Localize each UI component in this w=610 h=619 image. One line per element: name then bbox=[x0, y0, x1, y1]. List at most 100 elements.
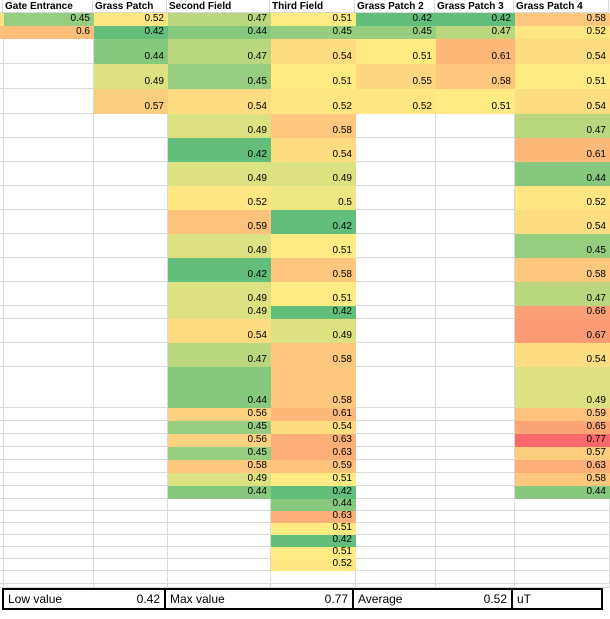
empty-cell[interactable] bbox=[168, 499, 271, 511]
empty-cell[interactable] bbox=[436, 523, 515, 535]
value-cell[interactable]: 0.42 bbox=[168, 258, 271, 282]
value-cell[interactable]: 0.58 bbox=[271, 367, 356, 408]
empty-cell[interactable] bbox=[4, 343, 94, 367]
value-cell[interactable]: 0.47 bbox=[168, 13, 271, 26]
empty-cell[interactable] bbox=[94, 162, 168, 186]
empty-cell[interactable] bbox=[515, 499, 610, 511]
empty-cell[interactable] bbox=[436, 162, 515, 186]
empty-cell[interactable] bbox=[4, 499, 94, 511]
empty-cell[interactable] bbox=[94, 367, 168, 408]
empty-cell[interactable] bbox=[4, 64, 94, 89]
value-cell[interactable]: 0.49 bbox=[271, 162, 356, 186]
value-cell[interactable]: 0.42 bbox=[271, 210, 356, 234]
value-cell[interactable]: 0.49 bbox=[168, 162, 271, 186]
empty-cell[interactable] bbox=[4, 584, 94, 588]
empty-cell[interactable] bbox=[4, 186, 94, 210]
column-header-D[interactable]: Third Field bbox=[270, 0, 355, 13]
empty-cell[interactable] bbox=[356, 138, 436, 162]
value-cell[interactable]: 0.42 bbox=[271, 486, 356, 499]
empty-cell[interactable] bbox=[4, 210, 94, 234]
empty-cell[interactable] bbox=[94, 447, 168, 460]
empty-cell[interactable] bbox=[436, 447, 515, 460]
value-cell[interactable]: 0.49 bbox=[168, 306, 271, 319]
empty-cell[interactable] bbox=[94, 523, 168, 535]
empty-cell[interactable] bbox=[4, 367, 94, 408]
empty-cell[interactable] bbox=[4, 571, 94, 584]
empty-cell[interactable] bbox=[356, 234, 436, 258]
value-cell[interactable]: 0.42 bbox=[271, 306, 356, 319]
empty-cell[interactable] bbox=[436, 343, 515, 367]
summary-box-max-value[interactable]: Max value 0.77 bbox=[166, 588, 354, 610]
empty-cell[interactable] bbox=[436, 138, 515, 162]
empty-cell[interactable] bbox=[436, 234, 515, 258]
column-header-B[interactable]: Grass Patch bbox=[93, 0, 167, 13]
empty-cell[interactable] bbox=[4, 473, 94, 486]
empty-cell[interactable] bbox=[436, 408, 515, 421]
empty-cell[interactable] bbox=[4, 162, 94, 186]
value-cell[interactable]: 0.47 bbox=[168, 39, 271, 64]
empty-cell[interactable] bbox=[515, 511, 610, 523]
empty-cell[interactable] bbox=[94, 319, 168, 343]
value-cell[interactable]: 0.42 bbox=[436, 13, 515, 26]
empty-cell[interactable] bbox=[436, 421, 515, 434]
value-cell[interactable]: 0.58 bbox=[515, 258, 610, 282]
value-cell[interactable]: 0.54 bbox=[515, 343, 610, 367]
empty-cell[interactable] bbox=[436, 559, 515, 571]
empty-cell[interactable] bbox=[356, 584, 436, 588]
empty-cell[interactable] bbox=[356, 460, 436, 473]
empty-cell[interactable] bbox=[436, 186, 515, 210]
empty-cell[interactable] bbox=[356, 434, 436, 447]
empty-cell[interactable] bbox=[94, 421, 168, 434]
value-cell[interactable]: 0.52 bbox=[168, 186, 271, 210]
empty-cell[interactable] bbox=[168, 547, 271, 559]
value-cell[interactable]: 0.63 bbox=[271, 434, 356, 447]
value-cell[interactable]: 0.44 bbox=[94, 39, 168, 64]
empty-cell[interactable] bbox=[94, 473, 168, 486]
value-cell[interactable]: 0.51 bbox=[271, 282, 356, 306]
empty-cell[interactable] bbox=[436, 367, 515, 408]
value-cell[interactable]: 0.57 bbox=[515, 447, 610, 460]
value-cell[interactable]: 0.56 bbox=[168, 434, 271, 447]
empty-cell[interactable] bbox=[4, 523, 94, 535]
empty-cell[interactable] bbox=[436, 306, 515, 319]
summary-box-low-value[interactable]: Low value 0.42 bbox=[2, 588, 166, 610]
empty-cell[interactable] bbox=[356, 343, 436, 367]
column-header-G[interactable]: Grass Patch 4 bbox=[514, 0, 609, 13]
empty-cell[interactable] bbox=[94, 511, 168, 523]
empty-cell[interactable] bbox=[4, 234, 94, 258]
empty-cell[interactable] bbox=[271, 571, 356, 584]
empty-cell[interactable] bbox=[94, 186, 168, 210]
empty-cell[interactable] bbox=[4, 535, 94, 547]
value-cell[interactable]: 0.54 bbox=[515, 89, 610, 114]
empty-cell[interactable] bbox=[356, 258, 436, 282]
value-cell[interactable]: 0.65 bbox=[515, 421, 610, 434]
empty-cell[interactable] bbox=[356, 282, 436, 306]
empty-cell[interactable] bbox=[436, 114, 515, 138]
value-cell[interactable]: 0.52 bbox=[515, 26, 610, 39]
value-cell[interactable]: 0.52 bbox=[356, 89, 436, 114]
empty-cell[interactable] bbox=[436, 535, 515, 547]
value-cell[interactable]: 0.52 bbox=[515, 186, 610, 210]
value-cell[interactable]: 0.52 bbox=[271, 89, 356, 114]
empty-cell[interactable] bbox=[4, 319, 94, 343]
empty-cell[interactable] bbox=[4, 447, 94, 460]
empty-cell[interactable] bbox=[356, 306, 436, 319]
empty-cell[interactable] bbox=[356, 186, 436, 210]
value-cell[interactable]: 0.42 bbox=[271, 535, 356, 547]
empty-cell[interactable] bbox=[168, 523, 271, 535]
value-cell[interactable]: 0.44 bbox=[271, 499, 356, 511]
value-cell[interactable]: 0.54 bbox=[168, 319, 271, 343]
empty-cell[interactable] bbox=[94, 584, 168, 588]
value-cell[interactable]: 0.49 bbox=[515, 367, 610, 408]
empty-cell[interactable] bbox=[4, 408, 94, 421]
value-cell[interactable]: 0.44 bbox=[515, 162, 610, 186]
empty-cell[interactable] bbox=[4, 282, 94, 306]
column-header-C[interactable]: Second Field bbox=[167, 0, 270, 13]
value-cell[interactable]: 0.45 bbox=[168, 421, 271, 434]
value-cell[interactable]: 0.59 bbox=[271, 460, 356, 473]
value-cell[interactable]: 0.51 bbox=[271, 547, 356, 559]
empty-cell[interactable] bbox=[94, 282, 168, 306]
empty-cell[interactable] bbox=[4, 547, 94, 559]
value-cell[interactable]: 0.47 bbox=[436, 26, 515, 39]
empty-cell[interactable] bbox=[4, 434, 94, 447]
